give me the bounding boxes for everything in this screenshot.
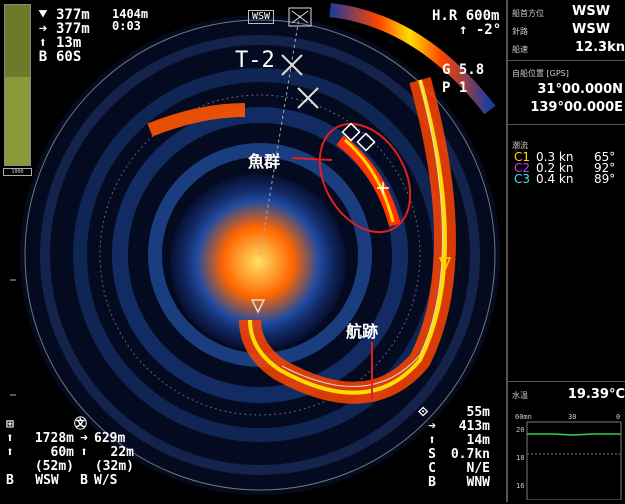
range-ring-outer bbox=[24, 19, 496, 491]
elapsed-time: 1404m 0:03 bbox=[112, 7, 149, 33]
sonar-center-echo bbox=[170, 174, 346, 350]
graph-axis-top-1: 30 bbox=[568, 413, 576, 421]
graph-axis-left-0: 20 bbox=[516, 426, 524, 434]
info-panel: 船首方位 WSW 針路 WSW 船速 12.3kn 自船位置 [GPS] 31°… bbox=[506, 0, 625, 502]
track-marker-right bbox=[438, 257, 452, 272]
ship-track-line bbox=[281, 79, 443, 388]
fish-school-annotation: 魚群 bbox=[248, 152, 281, 171]
target-down-icon: ⯆ bbox=[37, 7, 49, 23]
bottom-left-readout: ⊞ ㉆ ⬆ 1728m ➜ 629m ⬆ 60m ⬆ 22m (52m) (32m) B WSW B… bbox=[6, 417, 134, 488]
water-temp-trend-line bbox=[527, 433, 621, 436]
current-section: 潮流 C1 0.3 kn 65° C2 0.2 kn 92° C3 0.4 kn 89° bbox=[508, 126, 625, 382]
target-label: T-2 bbox=[235, 48, 275, 73]
position-section: 自船位置 [GPS] 31°00.000N 139°00.000E bbox=[508, 62, 625, 125]
sonar-echo-svg bbox=[10, 3, 500, 495]
water-temp-section: 水温 19.39°C bbox=[512, 387, 625, 402]
sonar-display[interactable]: 1000 ⯆ 377m ➜ 377m ⬆ 13m B 60S 1404m 0:03 WS… bbox=[0, 0, 505, 502]
graph-axis-left-1: 18 bbox=[516, 454, 524, 462]
own-ship-marker bbox=[250, 299, 266, 314]
target-markers[interactable] bbox=[341, 122, 389, 194]
gain-value: G 5.8 bbox=[442, 62, 485, 78]
bottom-right-readout: ⟐ 55m ➜ 413m ⬆ 14m S 0.7kn C N/E B WNW bbox=[418, 405, 490, 490]
echo-left bbox=[147, 103, 246, 137]
grid-icon: ⊞ bbox=[6, 417, 14, 432]
arrow-up-icon: ⬆ bbox=[38, 35, 48, 51]
arrow-up-icon: ⬆ bbox=[6, 445, 14, 460]
graph-axis-top-0: 60mn bbox=[515, 413, 532, 421]
tilt-angle[interactable]: ↑ -2° bbox=[459, 22, 502, 38]
water-temp-graph: 60mn 30 0 20 18 16 bbox=[513, 410, 623, 501]
pulse-value: P 1 bbox=[442, 80, 468, 96]
arrow-up-icon: ⬆ bbox=[6, 431, 14, 446]
heading-box bbox=[288, 7, 312, 27]
graph-axis-left-2: 16 bbox=[516, 482, 524, 490]
arrow-up-icon: ⬆ bbox=[428, 433, 436, 448]
echo-arc-top bbox=[329, 3, 496, 115]
top-left-readout: ⯆ 377m ➜ 377m ⬆ 13m B 60S bbox=[37, 7, 90, 65]
graph-axis-top-2: 0 bbox=[616, 413, 620, 421]
arrow-right-icon: ➜ bbox=[80, 431, 88, 446]
gain-bar[interactable] bbox=[4, 4, 31, 166]
marker-pair-icon: ⟐ bbox=[418, 405, 429, 420]
range-ring-middle bbox=[99, 94, 421, 416]
horizontal-range[interactable]: H.R 600m bbox=[432, 8, 500, 24]
gain-scale-mark: 1000 bbox=[3, 168, 32, 176]
course-section: 船首方位 WSW 針路 WSW 船速 12.3kn bbox=[508, 0, 625, 61]
arrow-right-icon: ➜ bbox=[428, 419, 436, 434]
ship-track-annotation: 航跡 bbox=[346, 322, 379, 341]
fish-school-circle bbox=[318, 122, 412, 234]
heading-line bbox=[259, 11, 301, 256]
anchor-icon: ㉆ bbox=[74, 417, 88, 432]
arrow-up-icon: ⬆ bbox=[80, 445, 88, 460]
arrow-right-icon: ➜ bbox=[38, 21, 48, 37]
bearing-label: B bbox=[38, 49, 48, 65]
heading-direction-label: WSW bbox=[248, 10, 275, 24]
